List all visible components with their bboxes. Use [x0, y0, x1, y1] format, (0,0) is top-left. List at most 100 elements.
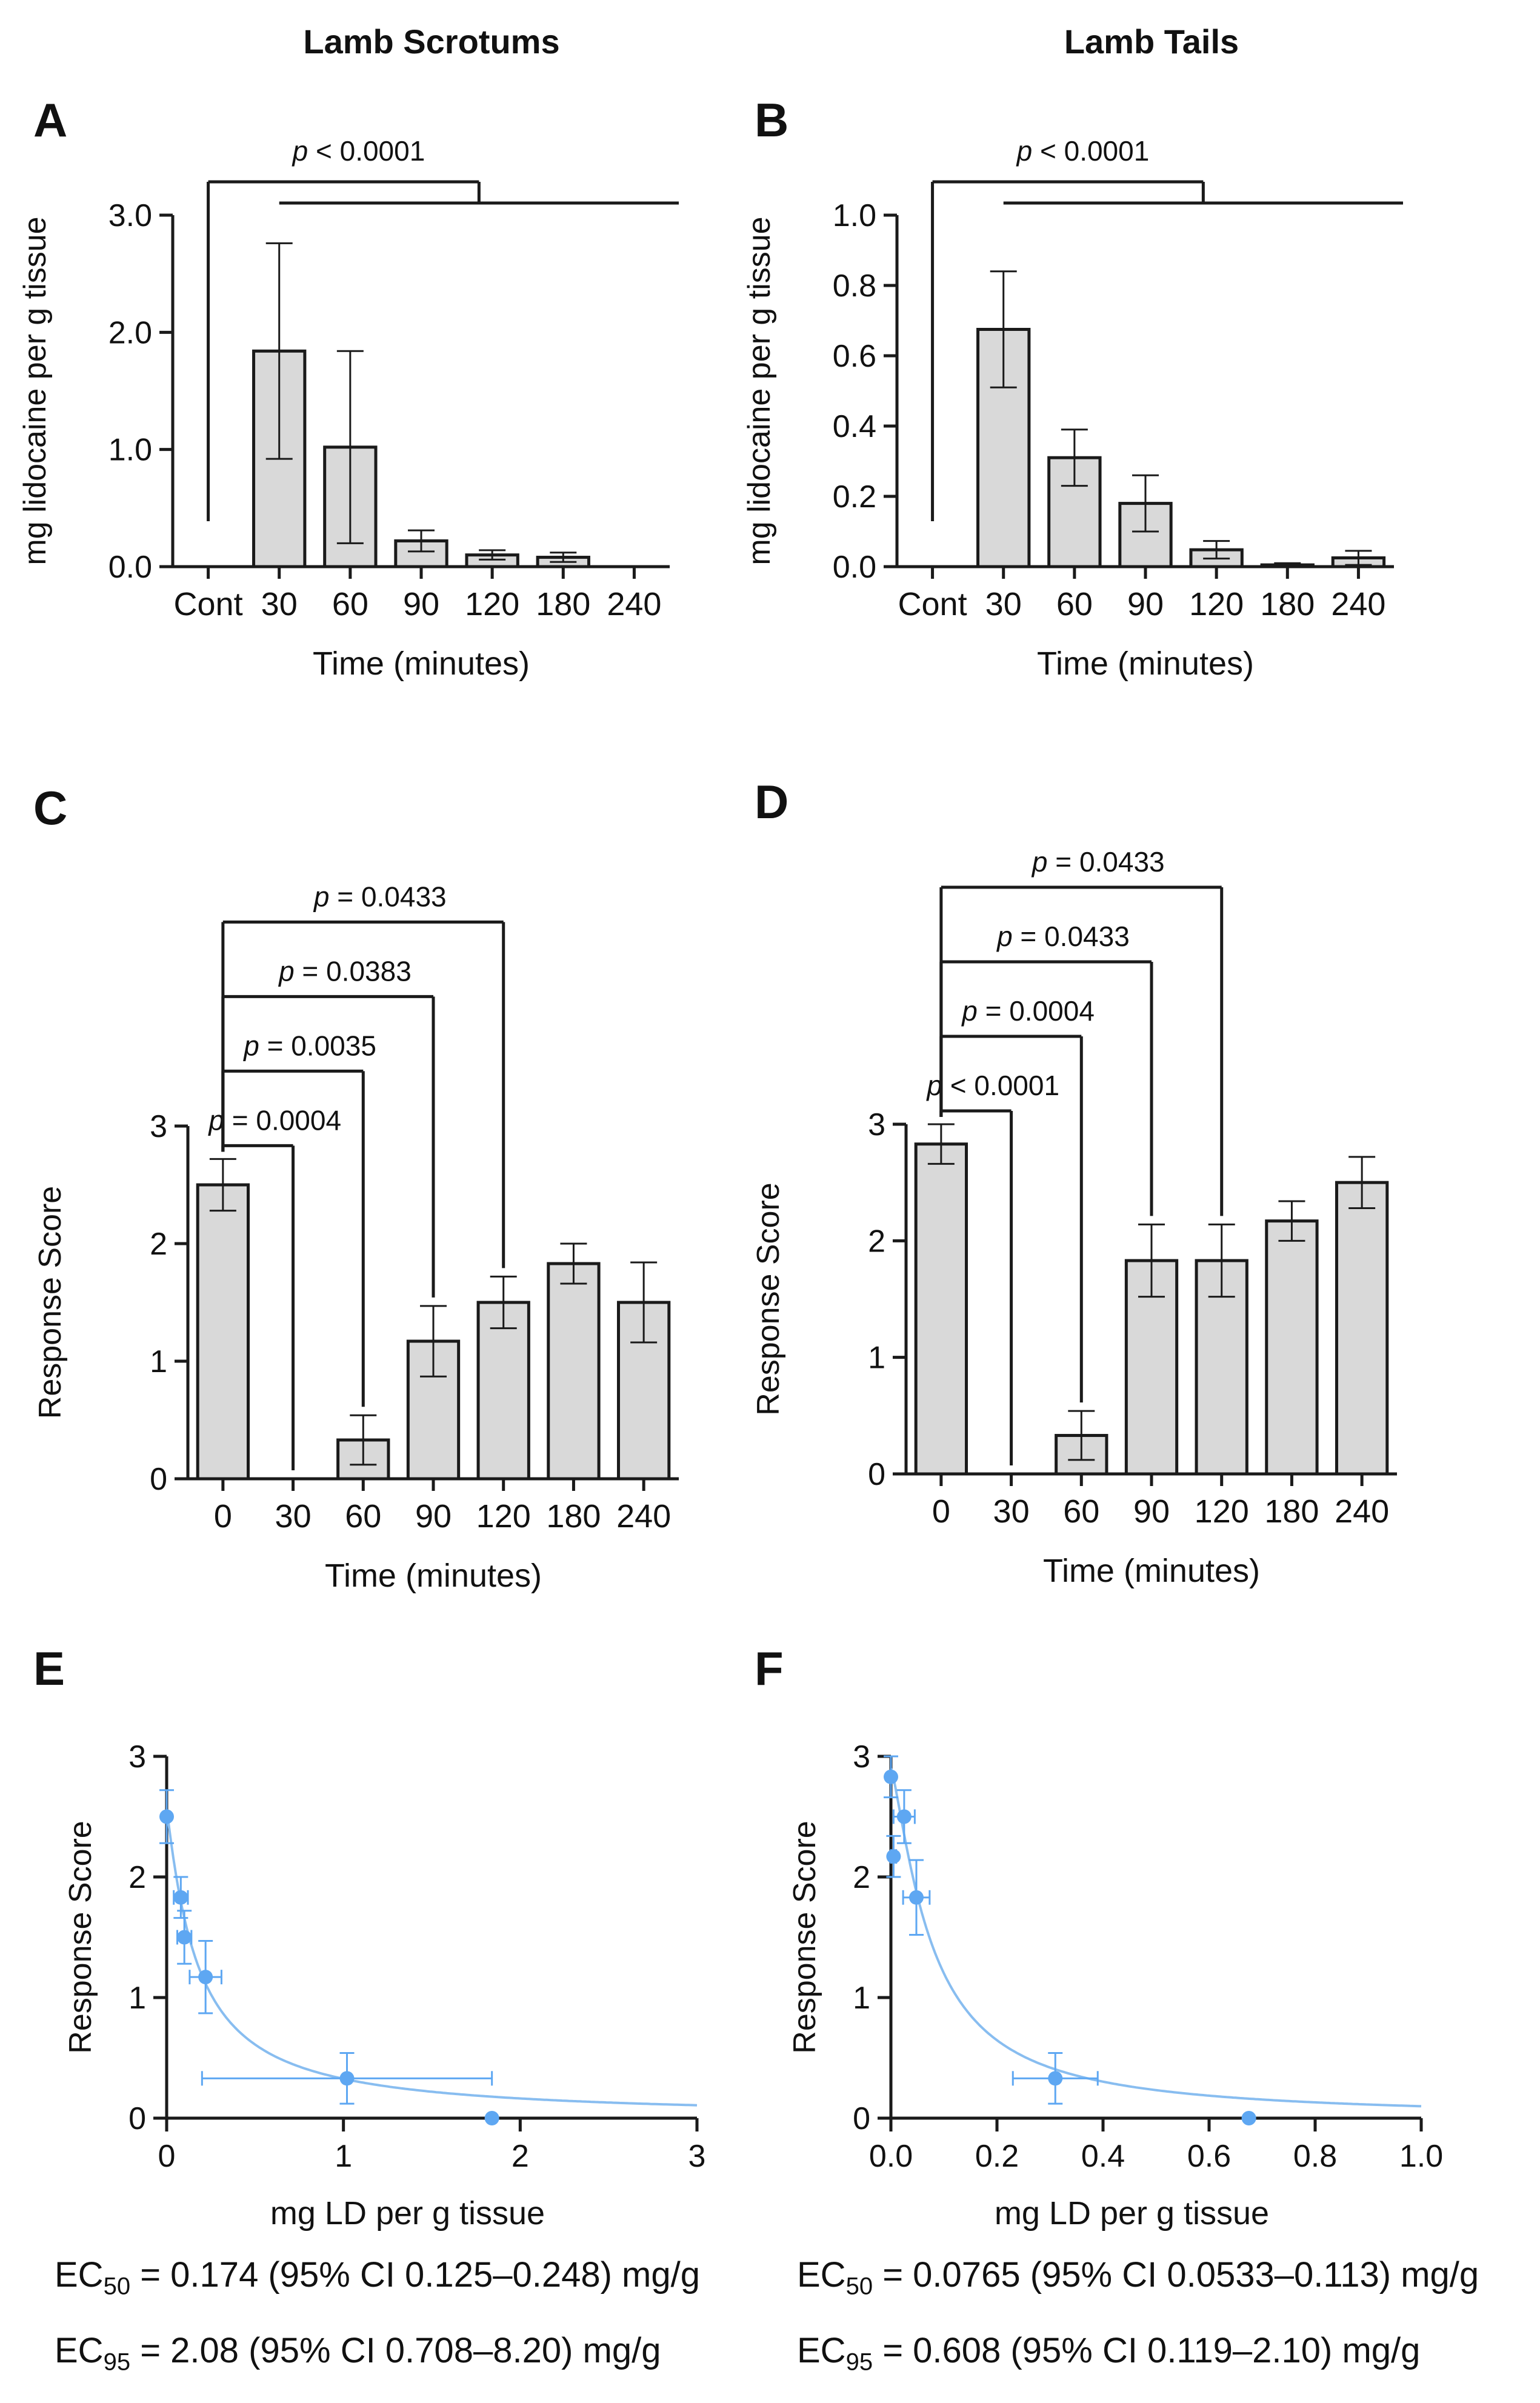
panel-d-y-axis-label: Response Score: [751, 1182, 786, 1415]
panel-d-p-value-30: p < 0.0001: [925, 1070, 1059, 1101]
panel-b-x-tick-label-0: Cont: [898, 586, 967, 622]
panel-e-point-4: [339, 2071, 355, 2086]
panel-b-p-value-value: < 0.0001: [1032, 135, 1149, 167]
panel-b-y-tick-label-1: 0.2: [833, 479, 876, 515]
panel-f-x-tick-label-0: 0.0: [869, 2139, 913, 2174]
panel-b-x-tick-label-5: 180: [1260, 586, 1315, 622]
panel-f-point-1: [886, 1849, 901, 1864]
panel-c-y-tick-label-0: 0: [150, 1462, 167, 1497]
panel-e-y-tick-label-3: 3: [128, 1739, 146, 1775]
panel-a-x-tick-label-1: 30: [261, 586, 298, 622]
column-header-tails: Lamb Tails: [1064, 22, 1239, 61]
panel-e-y-tick-label-2: 2: [128, 1860, 146, 1895]
panel-b-x-tick-label-6: 240: [1331, 586, 1385, 622]
panel-c-x-tick-label-1: 30: [275, 1498, 312, 1535]
panel-e-x-tick-label-3: 3: [688, 2139, 706, 2174]
panel-b-y-tick-label-0: 0.0: [833, 550, 876, 585]
panel-a-x-tick-label-3: 90: [403, 586, 439, 622]
panel-d-y-tick-label-1: 1: [868, 1341, 885, 1376]
panel-f-y-axis-label: Response Score: [787, 1821, 822, 2053]
panel-e-fit-curve: [165, 1809, 698, 2107]
panel-a-y-tick-label-2: 2.0: [108, 315, 152, 350]
panel-c-p-value-120-italic-p: p: [313, 881, 330, 912]
panel-a-y-tick-label-0: 0.0: [108, 550, 152, 585]
panel-c-y-axis-label: Response Score: [33, 1186, 68, 1419]
panel-f-y-tick-label-0: 0: [853, 2101, 870, 2136]
panel-f-y-tick-label-1: 1: [853, 1981, 870, 2016]
panel-b-letter: B: [755, 93, 788, 147]
panel-c-p-value-90: p = 0.0383: [278, 955, 412, 987]
panel-f-point-3: [909, 1890, 924, 1905]
panel-d-p-value-60: p = 0.0004: [961, 995, 1095, 1027]
panel-d-x-tick-label-2: 60: [1063, 1493, 1099, 1530]
panel-d-p-value-30-italic-p: p: [925, 1070, 942, 1101]
panel-c-p-value-60-value: = 0.0035: [259, 1030, 376, 1061]
panel-f-point-2: [896, 1809, 912, 1824]
panel-a-bar-90: [394, 539, 448, 568]
panel-d-p-value-120-value: = 0.0433: [1048, 846, 1165, 878]
panel-c-y-tick-label-2: 2: [150, 1227, 167, 1262]
panel-b-bar-60: [1047, 456, 1102, 568]
panel-d-p-value-120-italic-p: p: [1031, 846, 1048, 878]
panel-b-y-axis-label: mg lidocaine per g tissue: [742, 216, 777, 565]
panel-e-y-tick-label-1: 1: [128, 1981, 146, 2016]
panel-d-p-value-60-italic-p: p: [961, 995, 978, 1027]
panel-a-x-tick-label-6: 240: [607, 586, 661, 622]
panel-d-bar-0: [914, 1142, 968, 1476]
panel-c-letter: C: [33, 781, 67, 835]
panel-b-y-tick-label-2: 0.4: [833, 409, 876, 444]
panel-c-p-value-120: p = 0.0433: [313, 881, 447, 912]
panel-b-y-tick-label-3: 0.6: [833, 339, 876, 374]
panel-c-y-tick-label-1: 1: [150, 1344, 167, 1379]
panel-b-x-tick-label-3: 90: [1127, 586, 1164, 622]
panel-c-p-value-120-value: = 0.0433: [330, 881, 447, 912]
panel-a-x-tick-label-0: Cont: [174, 586, 243, 622]
panel-b-x-tick-label-2: 60: [1056, 586, 1093, 622]
panel-a-x-tick-label-4: 120: [465, 586, 519, 622]
panel-b-x-axis-label: Time (minutes): [1037, 645, 1254, 682]
panel-e-x-tick-label-1: 1: [335, 2139, 352, 2174]
panel-d-y-tick-label-2: 2: [868, 1224, 885, 1259]
column-header-scrotums: Lamb Scrotums: [303, 22, 559, 61]
panel-c-x-tick-label-2: 60: [345, 1498, 381, 1535]
panel-f-y-tick-label-2: 2: [853, 1860, 870, 1895]
panel-a-y-tick-label-3: 3.0: [108, 198, 152, 233]
panel-c-x-tick-label-4: 120: [476, 1498, 531, 1535]
panel-f-point-4: [1048, 2071, 1063, 2086]
panel-f-point-5: [1241, 2111, 1256, 2125]
panel-d-x-tick-label-3: 90: [1133, 1493, 1170, 1530]
panel-d-bar-240: [1335, 1181, 1389, 1476]
panel-a-p-value-italic-p: p: [292, 135, 308, 167]
panel-f-y-tick-label-3: 3: [853, 1739, 870, 1775]
panel-f-x-tick-label-4: 0.8: [1293, 2139, 1337, 2174]
panel-a-y-tick-label-1: 1.0: [108, 433, 152, 468]
panel-d-x-tick-label-4: 120: [1195, 1493, 1249, 1530]
panel-c-p-value-60-italic-p: p: [242, 1030, 259, 1061]
panel-d-letter: D: [755, 775, 788, 828]
panel-c-p-value-90-italic-p: p: [278, 955, 295, 987]
ec50-caption-f: EC50 = 0.0765 (95% CI 0.0533–0.113) mg/g: [797, 2255, 1479, 2300]
panel-a-p-value-value: < 0.0001: [308, 135, 425, 167]
panel-b-y-tick-label-4: 0.8: [833, 268, 876, 304]
panel-c-p-value-30: p = 0.0004: [207, 1104, 341, 1136]
panel-d-p-value-90-italic-p: p: [996, 921, 1013, 952]
ec95-caption-e: EC95 = 2.08 (95% CI 0.708–8.20) mg/g: [55, 2331, 661, 2376]
panel-c-x-axis-label: Time (minutes): [325, 1558, 542, 1594]
panel-c-p-value-90-value: = 0.0383: [295, 955, 412, 987]
panel-f-x-tick-label-5: 1.0: [1399, 2139, 1443, 2174]
panel-d-p-value-30-value: < 0.0001: [942, 1070, 1059, 1101]
panel-f-x-tick-label-2: 0.4: [1081, 2139, 1125, 2174]
panel-c-bar-0: [196, 1183, 250, 1481]
panel-e-point-1: [173, 1890, 188, 1905]
panel-b-p-value: p < 0.0001: [1016, 135, 1150, 167]
panel-d-p-value-120: p = 0.0433: [1031, 846, 1165, 878]
panel-f-point-0: [884, 1769, 898, 1784]
panel-c-p-value-60: p = 0.0035: [242, 1030, 376, 1061]
panel-c-p-value-30-italic-p: p: [207, 1104, 224, 1136]
panel-b-x-tick-label-4: 120: [1189, 586, 1244, 622]
panel-f-x-axis-label: mg LD per g tissue: [995, 2195, 1269, 2231]
panel-c-x-tick-label-0: 0: [214, 1498, 232, 1535]
panel-b-x-tick-label-1: 30: [985, 586, 1022, 622]
panel-d-y-tick-label-0: 0: [868, 1457, 885, 1492]
